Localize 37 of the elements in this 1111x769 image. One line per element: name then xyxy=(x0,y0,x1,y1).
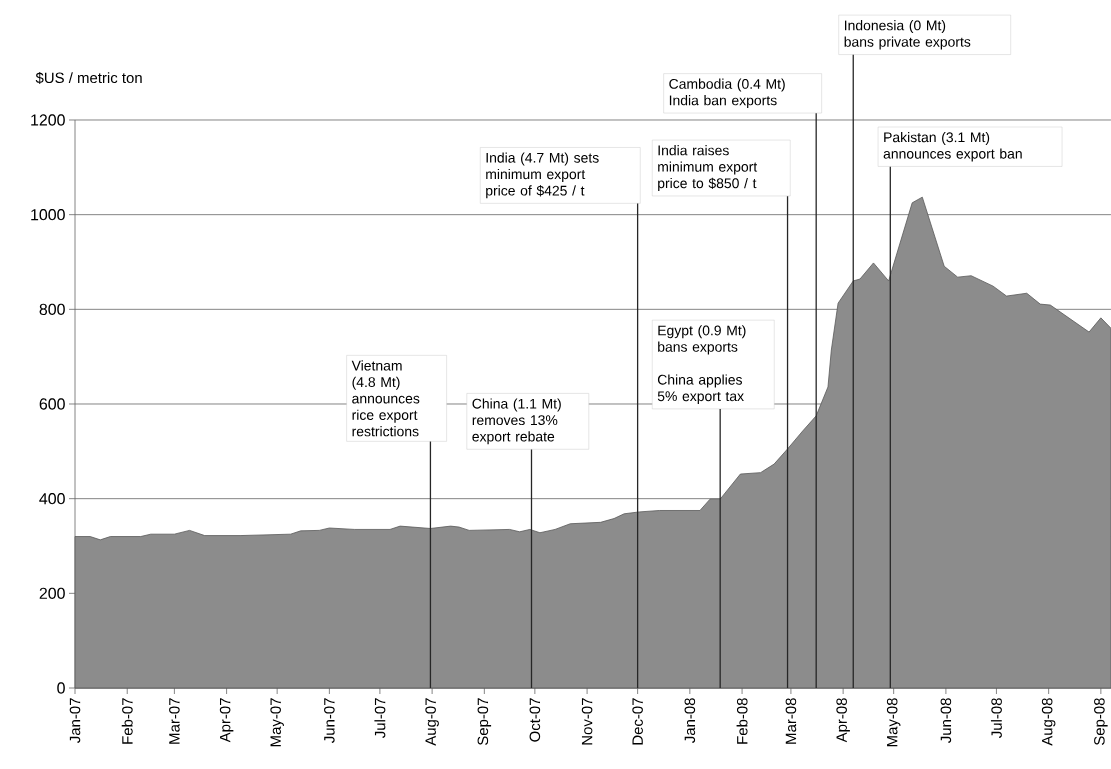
x-tick-label: Aug-07 xyxy=(425,698,439,746)
y-tick-label: 600 xyxy=(39,398,65,410)
x-tick-label: May-08 xyxy=(886,698,901,747)
x-tick-label: Jul-08 xyxy=(990,698,1002,738)
x-tick-label: Aug-08 xyxy=(1041,698,1056,746)
ref-line-label: China (1.1 Mt) removes 13% export rebate xyxy=(472,398,561,445)
ref-line-label: Cambodia (0.4 Mt) India ban exports xyxy=(669,78,785,109)
x-tick-label: Nov-07 xyxy=(581,698,593,745)
x-tick-label: Jan-07 xyxy=(69,698,81,743)
y-axis-title: $US / metric ton xyxy=(35,71,142,84)
ref-line-label: India raises minimum export price to $850 / t xyxy=(658,145,758,191)
y-tick-label: 1000 xyxy=(31,209,65,221)
ref-line-label: Vietnam (4.8 Mt) announces rice export restrictions xyxy=(351,360,420,437)
ref-line-label: Pakistan (3.1 Mt) announces export ban xyxy=(883,132,1022,162)
y-tick-label: 200 xyxy=(39,587,65,599)
y-tick-label: 800 xyxy=(39,303,65,315)
x-tick-label: Feb-08 xyxy=(736,698,748,744)
x-tick-label: Oct-07 xyxy=(529,698,541,742)
x-tick-label: Sep-07 xyxy=(477,698,492,746)
x-tick-label: Sep-08 xyxy=(1094,698,1108,746)
x-tick-label: Mar-07 xyxy=(169,698,180,744)
y-tick-label: 1200 xyxy=(31,114,65,126)
ref-line-label: Indonesia (0 Mt) bans private exports xyxy=(844,20,971,50)
x-tick-label: Apr-08 xyxy=(836,698,850,743)
x-tick-label: Dec-07 xyxy=(632,698,643,745)
text: Egypt (0.9 Mt) bans exports China applies 5% export tax xyxy=(657,325,746,404)
y-tick-label: 0 xyxy=(57,682,65,694)
ref-line-label: India (4.7 Mt) sets minimum export price of $425 / t xyxy=(486,152,599,199)
x-tick-label: Jun-08 xyxy=(940,698,952,743)
x-tick-label: May-07 xyxy=(270,698,284,747)
x-tick-label: Jun-07 xyxy=(324,698,335,743)
x-tick-label: Mar-08 xyxy=(785,698,797,744)
x-tick-label: Feb-07 xyxy=(121,698,133,744)
y-tick-label: 400 xyxy=(39,493,65,505)
x-tick-label: Jan-08 xyxy=(684,698,696,743)
x-tick-label: Jul-07 xyxy=(374,698,386,738)
x-tick-label: Apr-07 xyxy=(219,698,234,743)
